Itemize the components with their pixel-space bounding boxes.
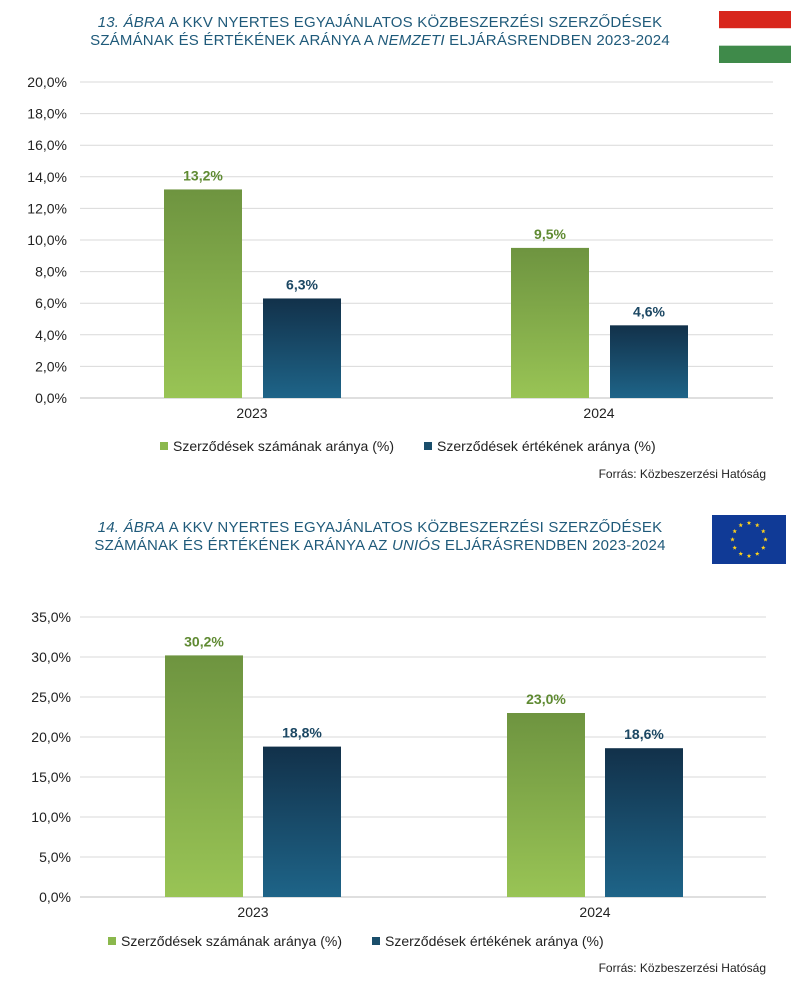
eu-star — [738, 522, 744, 528]
x-category-label: 2023 — [236, 405, 267, 421]
chart2-plot: 0,0% 5,0% 10,0% 15,0% 20,0% 25,0% 30,0% 35,0% 30… — [31, 609, 766, 920]
eu-star — [732, 545, 737, 550]
y-tick-label: 4,0% — [35, 327, 67, 343]
bar-count-share — [164, 189, 242, 398]
y-tick-label: 0,0% — [39, 889, 71, 905]
chart2-legend: Szerződések számának aránya (%) Szerződé… — [108, 933, 604, 949]
chart1-title: 13. ÁBRA A KKV NYERTES EGYAJÁNLATOS KÖZB… — [60, 14, 700, 50]
y-tick-label: 5,0% — [39, 849, 71, 865]
chart2-title-line2-post: ELJÁRÁSRENDBEN 2023-2024 — [440, 537, 666, 554]
chart1-source: Forrás: Közbeszerzési Hatóság — [598, 467, 766, 481]
y-tick-label: 15,0% — [31, 769, 71, 785]
eu-flag-stars — [730, 520, 768, 558]
y-tick-label: 25,0% — [31, 689, 71, 705]
chart1-title-line1: A KKV NYERTES EGYAJÁNLATOS KÖZBESZERZÉSI… — [165, 14, 663, 31]
bar-count-share — [165, 655, 243, 897]
bar-data-label: 18,6% — [624, 726, 664, 742]
y-tick-label: 8,0% — [35, 264, 67, 280]
flag-stripe-white — [719, 28, 791, 46]
bar-value-share — [263, 746, 341, 897]
chart2-title-number: 14. ÁBRA — [97, 519, 166, 536]
hungarian-flag-icon — [719, 11, 791, 63]
bar-data-label: 30,2% — [184, 633, 224, 649]
y-tick-label: 6,0% — [35, 295, 67, 311]
chart1-title-line2-pre: SZÁMÁNAK ÉS ÉRTÉKÉNEK ARÁNYA A — [90, 32, 378, 49]
y-tick-label: 16,0% — [27, 137, 67, 153]
chart1-title-emphasis: NEMZETI — [377, 32, 445, 49]
chart2-title: 14. ÁBRA A KKV NYERTES EGYAJÁNLATOS KÖZB… — [60, 519, 700, 555]
eu-star — [754, 522, 760, 528]
chart1-legend: Szerződések számának aránya (%) Szerződé… — [160, 438, 656, 454]
eu-star — [754, 551, 760, 556]
y-tick-label: 20,0% — [27, 74, 67, 90]
y-tick-label: 10,0% — [31, 809, 71, 825]
chart1-title-number: 13. ÁBRA — [97, 14, 166, 31]
y-tick-label: 14,0% — [27, 169, 67, 185]
eu-star — [761, 545, 766, 550]
bar-data-label: 23,0% — [526, 691, 566, 707]
eu-flag-icon — [712, 515, 786, 564]
y-tick-label: 10,0% — [27, 232, 67, 248]
y-tick-label: 35,0% — [31, 609, 71, 625]
flag-stripe-green — [719, 45, 791, 63]
legend-label-count: Szerződések számának aránya (%) — [121, 933, 342, 949]
legend-item-value: Szerződések értékének aránya (%) — [424, 438, 656, 454]
bar-data-label: 13,2% — [183, 167, 223, 183]
chart2-title-emphasis: UNIÓS — [391, 537, 441, 554]
eu-star — [746, 553, 752, 558]
bar-data-label: 18,8% — [282, 725, 322, 741]
y-tick-label: 2,0% — [35, 358, 67, 374]
y-tick-label: 30,0% — [31, 649, 71, 665]
bar-count-share — [507, 713, 585, 897]
chart1-title-line2-post: ELJÁRÁSRENDBEN 2023-2024 — [444, 32, 670, 49]
flag-stripe-red — [719, 11, 791, 29]
legend-swatch-blue — [424, 442, 432, 450]
x-category-label: 2023 — [237, 904, 268, 920]
legend-item-value: Szerződések értékének aránya (%) — [372, 933, 604, 949]
y-tick-label: 0,0% — [35, 390, 67, 406]
eu-star — [746, 520, 752, 525]
eu-star — [730, 537, 735, 542]
legend-label-count: Szerződések számának aránya (%) — [173, 438, 394, 454]
bar-value-share — [263, 298, 341, 398]
bar-count-share — [511, 247, 589, 398]
chart2-title-line1: A KKV NYERTES EGYAJÁNLATOS KÖZBESZERZÉSI… — [165, 519, 663, 536]
chart2-title-line2-pre: SZÁMÁNAK ÉS ÉRTÉKÉNEK ARÁNYA AZ — [94, 537, 392, 554]
eu-star — [738, 551, 744, 556]
bar-data-label: 9,5% — [534, 226, 566, 242]
y-tick-label: 18,0% — [27, 106, 67, 122]
legend-swatch-green — [160, 442, 168, 450]
bar-value-share — [605, 748, 683, 897]
bar-data-label: 6,3% — [286, 276, 318, 292]
chart1-plot: 0,0% 2,0% 4,0% 6,0% 8,0% 10,0% 12,0% 14,0% 16,0%… — [27, 74, 773, 421]
legend-label-value: Szerződések értékének aránya (%) — [437, 438, 656, 454]
x-category-label: 2024 — [579, 904, 610, 920]
eu-star — [732, 528, 737, 534]
legend-item-count: Szerződések számának aránya (%) — [108, 933, 342, 949]
legend-item-count: Szerződések számának aránya (%) — [160, 438, 394, 454]
eu-star — [761, 528, 766, 534]
bar-value-share — [610, 325, 688, 398]
y-tick-label: 12,0% — [27, 200, 67, 216]
y-tick-label: 20,0% — [31, 729, 71, 745]
eu-star — [763, 537, 768, 542]
bar-data-label: 4,6% — [633, 303, 665, 319]
legend-swatch-green — [108, 937, 116, 945]
chart2-source: Forrás: Közbeszerzési Hatóság — [598, 961, 766, 975]
legend-label-value: Szerződések értékének aránya (%) — [385, 933, 604, 949]
x-category-label: 2024 — [583, 405, 614, 421]
legend-swatch-blue — [372, 937, 380, 945]
